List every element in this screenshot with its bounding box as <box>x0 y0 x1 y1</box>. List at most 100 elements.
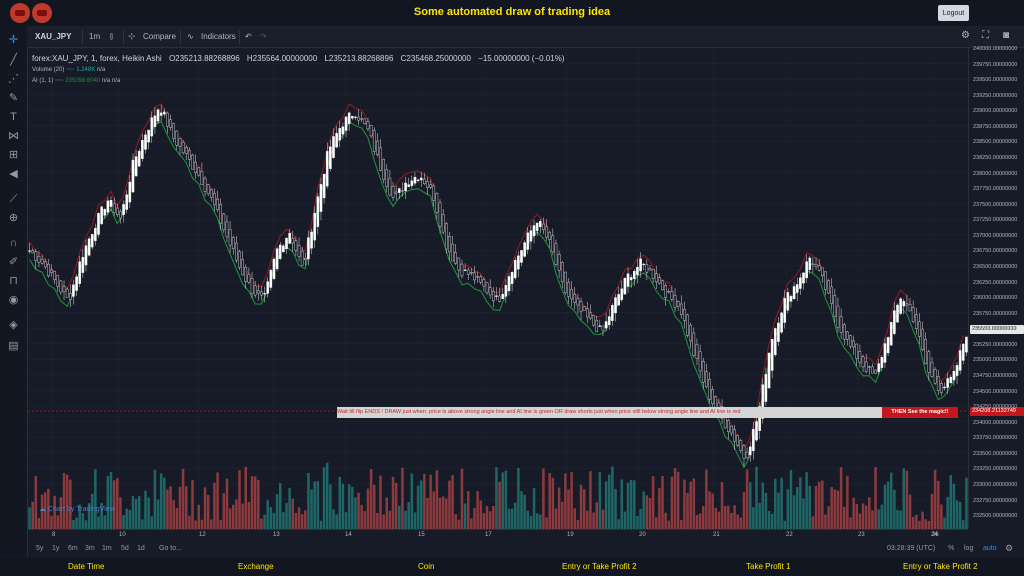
utc-clock[interactable]: 03:28:39 (UTC) <box>887 545 936 552</box>
volume-bar <box>864 505 868 529</box>
candle-body <box>147 129 150 143</box>
ruler-icon[interactable]: ⟋ <box>9 193 18 205</box>
candle-body <box>633 270 636 279</box>
volume-bar <box>50 515 53 529</box>
range-5y[interactable]: 5y <box>36 545 44 552</box>
volume-bar <box>398 505 401 529</box>
candle-body <box>197 167 201 176</box>
candle-body <box>795 284 799 293</box>
lock-drawing-icon[interactable]: ✐ <box>8 256 19 268</box>
fib-tool-icon[interactable]: ⋰ <box>8 73 19 85</box>
auto-scale-toggle[interactable]: auto <box>983 545 997 552</box>
candle-body <box>191 154 194 170</box>
range-3m[interactable]: 3m <box>85 545 95 552</box>
candle-body <box>842 324 846 340</box>
candle-body <box>304 257 307 261</box>
range-1d[interactable]: 1d <box>137 545 145 552</box>
volume-bar <box>354 497 357 529</box>
time-axis-label: 14 <box>345 532 352 538</box>
chart-legend: forex:XAU_JPY, 1, forex, Heikin Ashi O23… <box>32 54 569 63</box>
volume-bar <box>955 500 959 529</box>
ai-legend-label[interactable]: AI (1, 1) <box>32 78 54 84</box>
compare-icon[interactable]: ⊹ <box>128 31 136 41</box>
fullscreen-icon[interactable]: ⛶ <box>982 30 989 41</box>
interval-button[interactable]: 1m <box>89 32 101 41</box>
time-axis[interactable]: 8 10 12 13 14 15 17 19 20 21 22 23 24 26 <box>28 529 968 543</box>
settings-gear-icon[interactable]: ⚙ <box>961 30 970 41</box>
brand-logo-icon[interactable] <box>10 3 30 23</box>
range-1m[interactable]: 1m <box>102 545 112 552</box>
lock-icon[interactable]: ⊓ <box>9 275 18 287</box>
volume-bar <box>504 470 508 529</box>
volume-bar <box>460 468 464 529</box>
volume-bar <box>391 476 395 529</box>
logout-button[interactable]: Logout <box>938 5 969 21</box>
log-scale-toggle[interactable]: log <box>964 545 974 552</box>
candle-body <box>799 277 802 289</box>
undo-icon[interactable]: ↶ <box>245 32 252 41</box>
indicators-button[interactable]: Indicators <box>201 32 236 41</box>
layers-icon[interactable]: ◈ <box>9 319 18 331</box>
volume-bar <box>607 474 611 529</box>
crosshair-icon[interactable]: ✛ <box>8 34 19 46</box>
symbol-search-button[interactable]: XAU_JPY <box>35 32 72 41</box>
volume-legend-label[interactable]: Volume (20) <box>32 67 65 73</box>
volume-bar <box>633 480 636 529</box>
volume-bar <box>482 513 486 529</box>
volume-bar <box>958 501 962 529</box>
volume-bar <box>37 518 41 529</box>
range-1y[interactable]: 1y <box>52 545 60 552</box>
candle-body <box>557 254 561 271</box>
candle-body <box>391 186 395 198</box>
camera-icon[interactable]: ◙ <box>1003 30 1010 41</box>
volume-bar <box>821 480 824 529</box>
compare-button[interactable]: Compare <box>143 32 176 41</box>
percent-scale-toggle[interactable]: % <box>948 545 955 552</box>
brand-logo-icon-secondary[interactable] <box>32 3 52 23</box>
volume-bar <box>517 467 520 529</box>
candle-body <box>106 200 110 213</box>
goto-button[interactable]: Go to... <box>159 545 182 552</box>
volume-bar <box>551 477 555 529</box>
candle-body <box>460 263 464 277</box>
text-tool-icon[interactable]: T <box>10 111 17 123</box>
trend-line-icon[interactable]: ╱ <box>10 54 17 66</box>
volume-bar <box>833 489 837 529</box>
price-axis-label: 239000.00000000 <box>973 108 1018 115</box>
chart-pane[interactable] <box>28 48 968 529</box>
volume-bar <box>363 511 367 529</box>
volume-bar <box>429 474 432 529</box>
range-6m[interactable]: 6m <box>68 545 78 552</box>
price-axis[interactable]: 235500.00000000 234208.21132749 240000.0… <box>968 46 1024 529</box>
candle-body <box>410 180 414 186</box>
magnet-icon[interactable]: ∩ <box>9 237 18 249</box>
volume-bar <box>535 513 539 529</box>
candle-body <box>90 234 94 248</box>
candle-body <box>213 193 216 206</box>
candle-body <box>203 177 207 192</box>
legend-symbol[interactable]: forex:XAU_JPY, 1, forex, Heikin Ashi <box>32 54 162 63</box>
zoom-in-icon[interactable]: ⊕ <box>8 212 19 224</box>
candle-body <box>426 181 429 188</box>
eye-icon[interactable]: ◉ <box>8 294 19 306</box>
pattern-tool-icon[interactable]: ⋈ <box>8 130 19 142</box>
brush-icon[interactable]: ✎ <box>8 92 19 104</box>
scale-settings-gear-icon[interactable]: ⚙ <box>1005 543 1014 553</box>
legend-controls-icon[interactable]: ▫▫▫▫ <box>55 78 64 84</box>
range-5d[interactable]: 5d <box>121 545 129 552</box>
trash-icon[interactable]: ▤ <box>8 340 19 352</box>
legend-low: L235213.88268896 <box>324 54 394 63</box>
volume-bar <box>498 481 501 529</box>
candle-body <box>310 231 313 249</box>
volume-bar <box>206 494 210 529</box>
candle-style-icon[interactable]: ⫾ <box>110 31 113 41</box>
back-arrow-icon[interactable]: ◀ <box>9 168 18 180</box>
redo-icon[interactable]: ↷ <box>260 32 267 41</box>
measure-tool-icon[interactable]: ⊞ <box>8 149 19 161</box>
indicators-icon[interactable]: ∿ <box>187 32 194 41</box>
volume-bar <box>899 510 902 529</box>
price-chart-svg[interactable] <box>28 48 968 529</box>
tradingview-watermark[interactable]: ☁ Chart by TradingView <box>39 505 115 513</box>
candle-body <box>385 169 389 187</box>
legend-controls-icon[interactable]: ▫▫▫▫ <box>66 67 75 73</box>
